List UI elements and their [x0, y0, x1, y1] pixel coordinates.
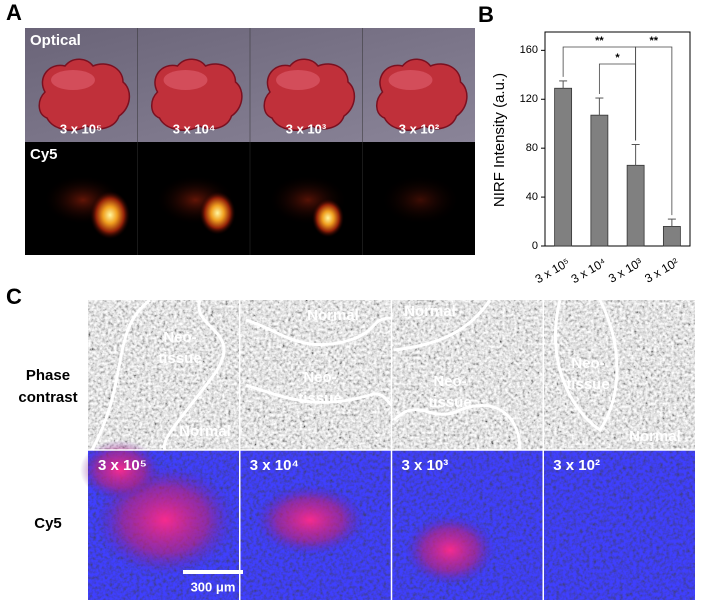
x-tick-label: 3 x 10⁴ — [569, 255, 609, 286]
cy5-hotspot — [90, 191, 130, 239]
significance-label: * — [615, 52, 620, 64]
bar — [662, 226, 681, 247]
phase-contrast-image — [543, 300, 695, 450]
scale-bar — [183, 570, 243, 574]
region-label: Normal — [629, 428, 681, 445]
row-label: contrast — [18, 389, 77, 406]
cy5-hotspot — [312, 198, 344, 238]
x-tick-label: 3 x 10² — [642, 255, 681, 285]
significance-label: ** — [649, 35, 658, 47]
panel-label: C — [6, 284, 22, 309]
x-tick-label: 3 x 10⁵ — [533, 255, 573, 286]
bar — [626, 164, 645, 247]
region-label: Neo- — [163, 329, 196, 346]
panel-c: Phase contrast Cy5 Neo-tissue Normal 3 x 1… — [18, 298, 695, 600]
tissue-boundary — [90, 298, 226, 451]
x-tick-label: 3 x 10³ — [606, 255, 645, 285]
region-label: tissue — [428, 394, 471, 411]
region-label: Normal — [179, 423, 231, 440]
panel-label: A — [6, 0, 22, 25]
region-label: tissue — [158, 350, 201, 367]
dose-label: 3 x 10² — [553, 457, 600, 474]
row-label: Cy5 — [34, 515, 62, 532]
organ-optical — [263, 58, 356, 131]
y-tick-label: 40 — [526, 191, 538, 203]
cy5-signal — [255, 485, 365, 555]
organ-optical — [151, 58, 243, 131]
dose-label: 3 x 10⁵ — [98, 457, 147, 474]
panel-label: B — [478, 2, 494, 27]
dose-label: 3 x 10³ — [286, 121, 327, 136]
dose-label: 3 x 10⁴ — [250, 457, 299, 474]
tissue-boundary — [392, 299, 522, 451]
cy5-image — [543, 450, 695, 600]
cy5-hotspot — [199, 191, 236, 235]
row-label: Phase — [26, 367, 70, 384]
y-tick-label: 120 — [520, 93, 538, 105]
region-label: Neo- — [571, 355, 604, 372]
dose-label: 3 x 10² — [399, 121, 440, 136]
plot-frame — [544, 31, 691, 247]
organ-highlight — [276, 70, 320, 90]
significance-bracket — [635, 46, 673, 216]
region-label: tissue — [298, 390, 341, 407]
row-label: Optical — [30, 32, 81, 49]
row-label: Cy5 — [30, 146, 58, 163]
scale-bar-label: 300 μm — [191, 579, 236, 594]
organ-highlight — [388, 70, 433, 90]
tissue-boundary — [554, 299, 619, 433]
dose-label: 3 x 10⁵ — [60, 121, 102, 136]
panel-a: Optical Cy5 3 x 10⁵ 3 x 10⁴ 3 x 10³ 3 x … — [25, 28, 475, 255]
bar — [590, 114, 609, 247]
phase-contrast-image — [239, 300, 392, 450]
phase-contrast-image — [391, 300, 544, 450]
cy5-signal — [80, 440, 160, 500]
y-tick-label: 80 — [526, 142, 538, 154]
bar — [554, 87, 573, 247]
cy5-glow — [382, 176, 459, 224]
region-label: Neo- — [433, 373, 466, 390]
region-label: Normal — [307, 307, 359, 324]
y-tick-label: 0 — [532, 240, 538, 252]
organ-highlight — [163, 70, 208, 90]
tissue-boundary — [245, 316, 393, 407]
y-axis-title: NIRF Intensity (a.u.) — [491, 73, 508, 207]
dose-label: 3 x 10⁴ — [173, 121, 216, 136]
panel-b: NIRF Intensity (a.u.) 0 40 80 120 160 3 x 10⁵… — [491, 31, 691, 286]
region-label: tissue — [566, 376, 609, 393]
organ-optical — [38, 58, 131, 131]
region-label: Normal — [404, 303, 456, 320]
significance-label: ** — [595, 35, 604, 47]
organ-highlight — [51, 70, 95, 90]
region-label: Neo- — [303, 369, 336, 386]
organ-optical — [376, 58, 468, 131]
dose-label: 3 x 10³ — [402, 457, 449, 474]
cy5-signal — [405, 515, 495, 585]
y-tick-label: 160 — [520, 44, 538, 56]
